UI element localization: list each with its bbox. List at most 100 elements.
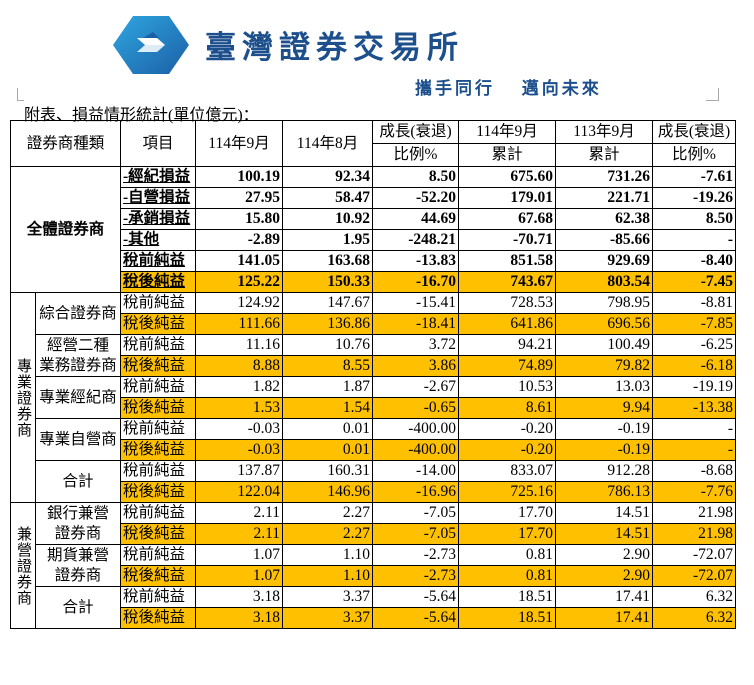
header-ytd-current: 114年9月 <box>458 120 557 144</box>
row-item: -承銷損益 <box>120 208 197 230</box>
value-cell: 731.26 <box>555 166 654 188</box>
value-cell: 8.50 <box>372 166 460 188</box>
value-cell: -0.03 <box>195 418 284 440</box>
subgroup-label-line: 期貨兼營 <box>47 546 110 564</box>
row-item: 稅後純益 <box>120 397 197 419</box>
value-cell: 3.37 <box>282 607 374 629</box>
value-cell: -5.64 <box>372 586 460 608</box>
row-item: 稅後純益 <box>120 607 197 629</box>
value-cell: -7.45 <box>652 271 737 293</box>
value-cell: 179.01 <box>458 187 557 209</box>
value-cell: 833.07 <box>458 460 557 482</box>
value-cell: 725.16 <box>458 481 557 503</box>
value-cell: - <box>652 439 737 461</box>
value-cell: -15.41 <box>372 292 460 314</box>
header-yoy-growth-unit: 比例% <box>652 143 737 167</box>
value-cell: 160.31 <box>282 460 374 482</box>
table-row: 稅後純益 1.07 1.10 -2.73 0.81 2.90 -72.07 <box>11 565 737 587</box>
value-cell: 912.28 <box>555 460 654 482</box>
row-item: -經紀損益 <box>120 166 197 188</box>
value-cell: -13.38 <box>652 397 737 419</box>
value-cell: -400.00 <box>372 418 460 440</box>
value-cell: -8.68 <box>652 460 737 482</box>
value-cell: -0.19 <box>555 418 654 440</box>
slogan: 攜手同行 邁向未來 <box>415 79 602 99</box>
value-cell: 803.54 <box>555 271 654 293</box>
value-cell: 15.80 <box>195 208 284 230</box>
value-cell: 1.87 <box>282 376 374 398</box>
row-item: 稅前純益 <box>120 502 197 524</box>
header-previous-month: 114年8月 <box>282 120 374 167</box>
value-cell: 2.27 <box>282 502 374 524</box>
organization-name: 臺灣證券交易所 <box>205 30 464 66</box>
value-cell: 2.11 <box>195 502 284 524</box>
group-label: 專業證券商 <box>10 292 36 503</box>
value-cell: 3.37 <box>282 586 374 608</box>
value-cell: -0.20 <box>458 439 557 461</box>
value-cell: 17.70 <box>458 502 557 524</box>
table-row: 期貨兼營 證券商 稅前純益 1.07 1.10 -2.73 0.81 2.90 -72.07 <box>11 544 737 587</box>
value-cell: 3.86 <box>372 355 460 377</box>
value-cell: 111.66 <box>195 313 284 335</box>
row-item: 稅前純益 <box>120 460 197 482</box>
value-cell: 18.51 <box>458 586 557 608</box>
value-cell: 1.54 <box>282 397 374 419</box>
subgroup-label: 合計 <box>34 460 122 503</box>
group-label: 兼營證券商 <box>10 502 36 629</box>
value-cell: -18.41 <box>372 313 460 335</box>
value-cell: 17.41 <box>555 607 654 629</box>
value-cell: -2.89 <box>195 229 284 251</box>
value-cell: -2.67 <box>372 376 460 398</box>
value-cell: 728.53 <box>458 292 557 314</box>
value-cell: 58.47 <box>282 187 374 209</box>
row-item: 稅前純益 <box>120 334 197 356</box>
subgroup-label-line: 證券商 <box>54 566 102 584</box>
subgroup-label: 專業經紀商 <box>34 376 122 419</box>
profit-loss-table: 證券商種類 項目 114年9月 114年8月 成長(衰退) 114年9月 113… <box>9 120 737 629</box>
value-cell: -7.76 <box>652 481 737 503</box>
table-row: 稅後純益 2.11 2.27 -7.05 17.70 14.51 21.98 <box>11 523 737 545</box>
value-cell: 150.33 <box>282 271 374 293</box>
value-cell: 94.21 <box>458 334 557 356</box>
value-cell: -19.19 <box>652 376 737 398</box>
value-cell: -0.19 <box>555 439 654 461</box>
value-cell: 79.82 <box>555 355 654 377</box>
value-cell: - <box>652 229 737 251</box>
value-cell: -0.03 <box>195 439 284 461</box>
value-cell: 27.95 <box>195 187 284 209</box>
value-cell: - <box>652 418 737 440</box>
value-cell: -6.25 <box>652 334 737 356</box>
value-cell: 8.88 <box>195 355 284 377</box>
subgroup-label: 綜合證券商 <box>34 292 122 335</box>
subgroup-label-line: 經營二種 <box>47 336 110 354</box>
value-cell: 14.51 <box>555 523 654 545</box>
value-cell: 1.10 <box>282 565 374 587</box>
value-cell: 17.41 <box>555 586 654 608</box>
row-item: 稅後純益 <box>120 439 197 461</box>
value-cell: -7.85 <box>652 313 737 335</box>
value-cell: 44.69 <box>372 208 460 230</box>
header-yoy-growth: 成長(衰退) <box>652 120 737 144</box>
value-cell: 675.60 <box>458 166 557 188</box>
value-cell: 743.67 <box>458 271 557 293</box>
value-cell: 17.70 <box>458 523 557 545</box>
value-cell: 2.27 <box>282 523 374 545</box>
subgroup-label: 經營二種 業務證券商 <box>34 334 122 377</box>
value-cell: 786.13 <box>555 481 654 503</box>
value-cell: 2.11 <box>195 523 284 545</box>
header-mom-growth: 成長(衰退) <box>372 120 460 144</box>
table-row: 兼營證券商 銀行兼營 證券商 稅前純益 2.11 2.27 -7.05 17.70 14.51 2… <box>10 502 737 629</box>
value-cell: 9.94 <box>555 397 654 419</box>
value-cell: 11.16 <box>195 334 284 356</box>
value-cell: -5.64 <box>372 607 460 629</box>
value-cell: -70.71 <box>458 229 557 251</box>
value-cell: -13.83 <box>372 250 460 272</box>
value-cell: 3.18 <box>195 586 284 608</box>
value-cell: 0.01 <box>282 439 374 461</box>
row-item: 稅前純益 <box>120 544 197 566</box>
value-cell: 0.81 <box>458 565 557 587</box>
row-item: 稅前純益 <box>120 418 197 440</box>
value-cell: 3.72 <box>372 334 460 356</box>
value-cell: 6.32 <box>652 586 737 608</box>
value-cell: 10.76 <box>282 334 374 356</box>
